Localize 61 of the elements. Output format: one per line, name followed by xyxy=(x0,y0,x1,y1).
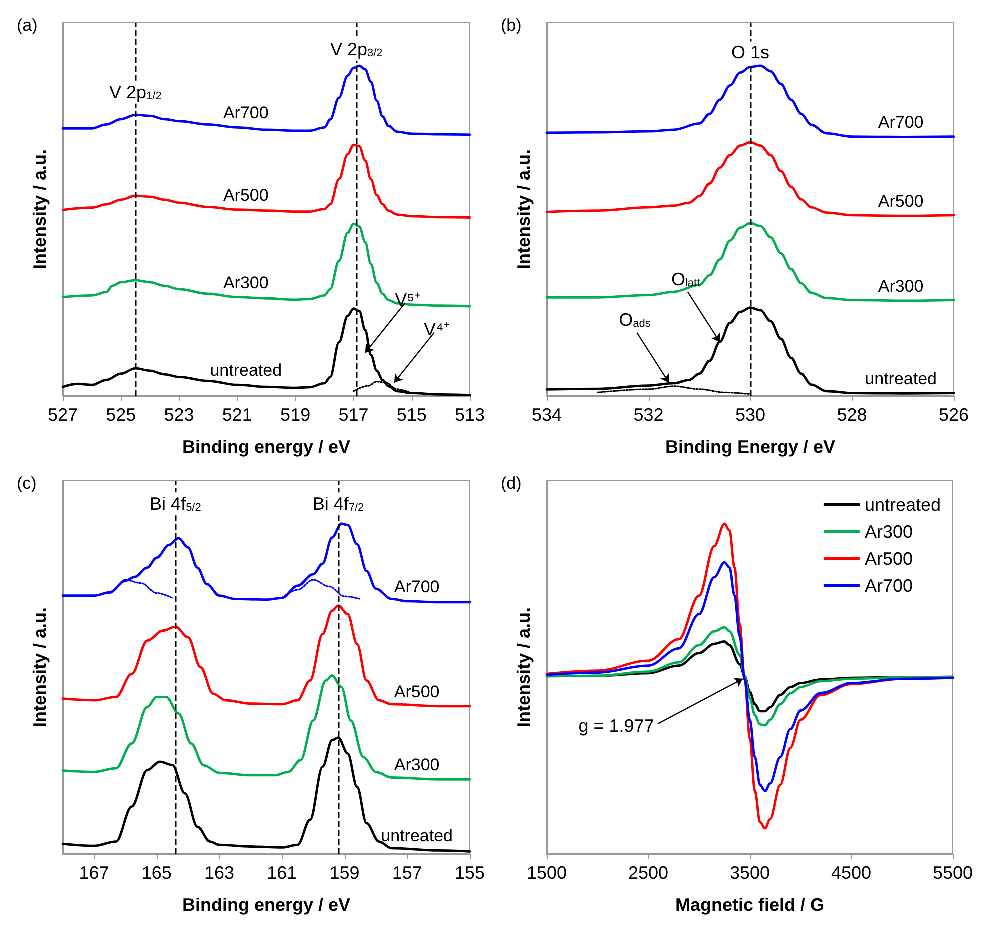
x-axis-title: Magnetic field / G xyxy=(675,895,825,915)
series-label: untreated xyxy=(381,826,454,846)
annotation: Oads xyxy=(619,310,652,330)
annotation: V 2p1/2 xyxy=(110,82,162,102)
x-tick-label: 161 xyxy=(267,863,298,883)
x-tick-label: 4500 xyxy=(831,863,872,883)
series-label: untreated xyxy=(865,370,938,389)
series-label: Ar700 xyxy=(394,577,440,596)
x-tick-label: 1500 xyxy=(526,863,568,883)
annotation: Bi 4f5/2 xyxy=(150,494,202,514)
y-axis-title: Intensity / a.u. xyxy=(30,607,50,728)
series-label: Ar500 xyxy=(223,186,269,205)
series-label: Ar500 xyxy=(878,192,924,212)
chart-title: (b) xyxy=(501,16,522,35)
x-axis-title: Binding energy / eV xyxy=(182,895,351,915)
annotation: O 1s xyxy=(731,42,770,63)
x-tick-label: 527 xyxy=(48,405,78,425)
x-tick-label: 2500 xyxy=(628,863,669,883)
annotation: Bi 4f7/2 xyxy=(312,494,364,514)
x-tick-label: 523 xyxy=(164,405,194,425)
x-tick-label: 157 xyxy=(392,863,422,883)
legend-label: Ar700 xyxy=(864,576,913,596)
x-tick-label: 3500 xyxy=(730,863,770,883)
x-tick-label: 530 xyxy=(735,405,766,425)
y-axis-title: Intensity / a.u. xyxy=(514,149,534,270)
legend-label: Ar300 xyxy=(864,522,913,542)
y-axis-title: Intensity / a.u. xyxy=(30,149,50,270)
x-tick-label: 521 xyxy=(222,405,252,425)
x-tick-label: 534 xyxy=(532,405,562,425)
legend-label: untreated xyxy=(864,495,941,515)
x-tick-label: 526 xyxy=(938,405,970,425)
annotation: V 2p3/2 xyxy=(330,39,383,60)
series-label: Ar300 xyxy=(878,276,924,296)
x-axis-title: Binding Energy / eV xyxy=(665,437,836,457)
series-label: Ar700 xyxy=(223,104,269,123)
x-tick-label: 159 xyxy=(330,863,360,883)
x-tick-label: 517 xyxy=(338,405,369,425)
x-tick-label: 519 xyxy=(280,405,311,425)
y-axis-title: Intensity / a.u. xyxy=(514,607,534,728)
x-tick-label: 532 xyxy=(634,405,664,425)
x-tick-label: 163 xyxy=(204,863,235,883)
x-tick-label: 525 xyxy=(106,405,136,425)
chart-title: (d) xyxy=(501,474,522,493)
x-tick-label: 167 xyxy=(79,863,110,883)
series-label: Ar500 xyxy=(394,682,440,702)
x-tick-label: 155 xyxy=(454,863,486,883)
series-label: Ar300 xyxy=(394,756,440,775)
x-axis-title: Binding energy / eV xyxy=(182,437,351,457)
x-tick-label: 515 xyxy=(396,405,427,425)
x-tick-label: 165 xyxy=(142,863,172,883)
series-label: untreated xyxy=(210,361,282,380)
x-tick-label: 528 xyxy=(837,405,868,425)
series-label: Ar300 xyxy=(223,273,269,292)
annotation: V⁴⁺ xyxy=(424,320,450,340)
chart-title: (a) xyxy=(17,16,38,35)
series-label: Ar700 xyxy=(878,113,924,132)
x-tick-label: 5500 xyxy=(932,863,973,883)
annotation: g = 1.977 xyxy=(578,716,654,736)
chart-title: (c) xyxy=(17,474,37,493)
x-tick-label: 513 xyxy=(454,405,486,425)
legend-label: Ar500 xyxy=(864,549,913,569)
